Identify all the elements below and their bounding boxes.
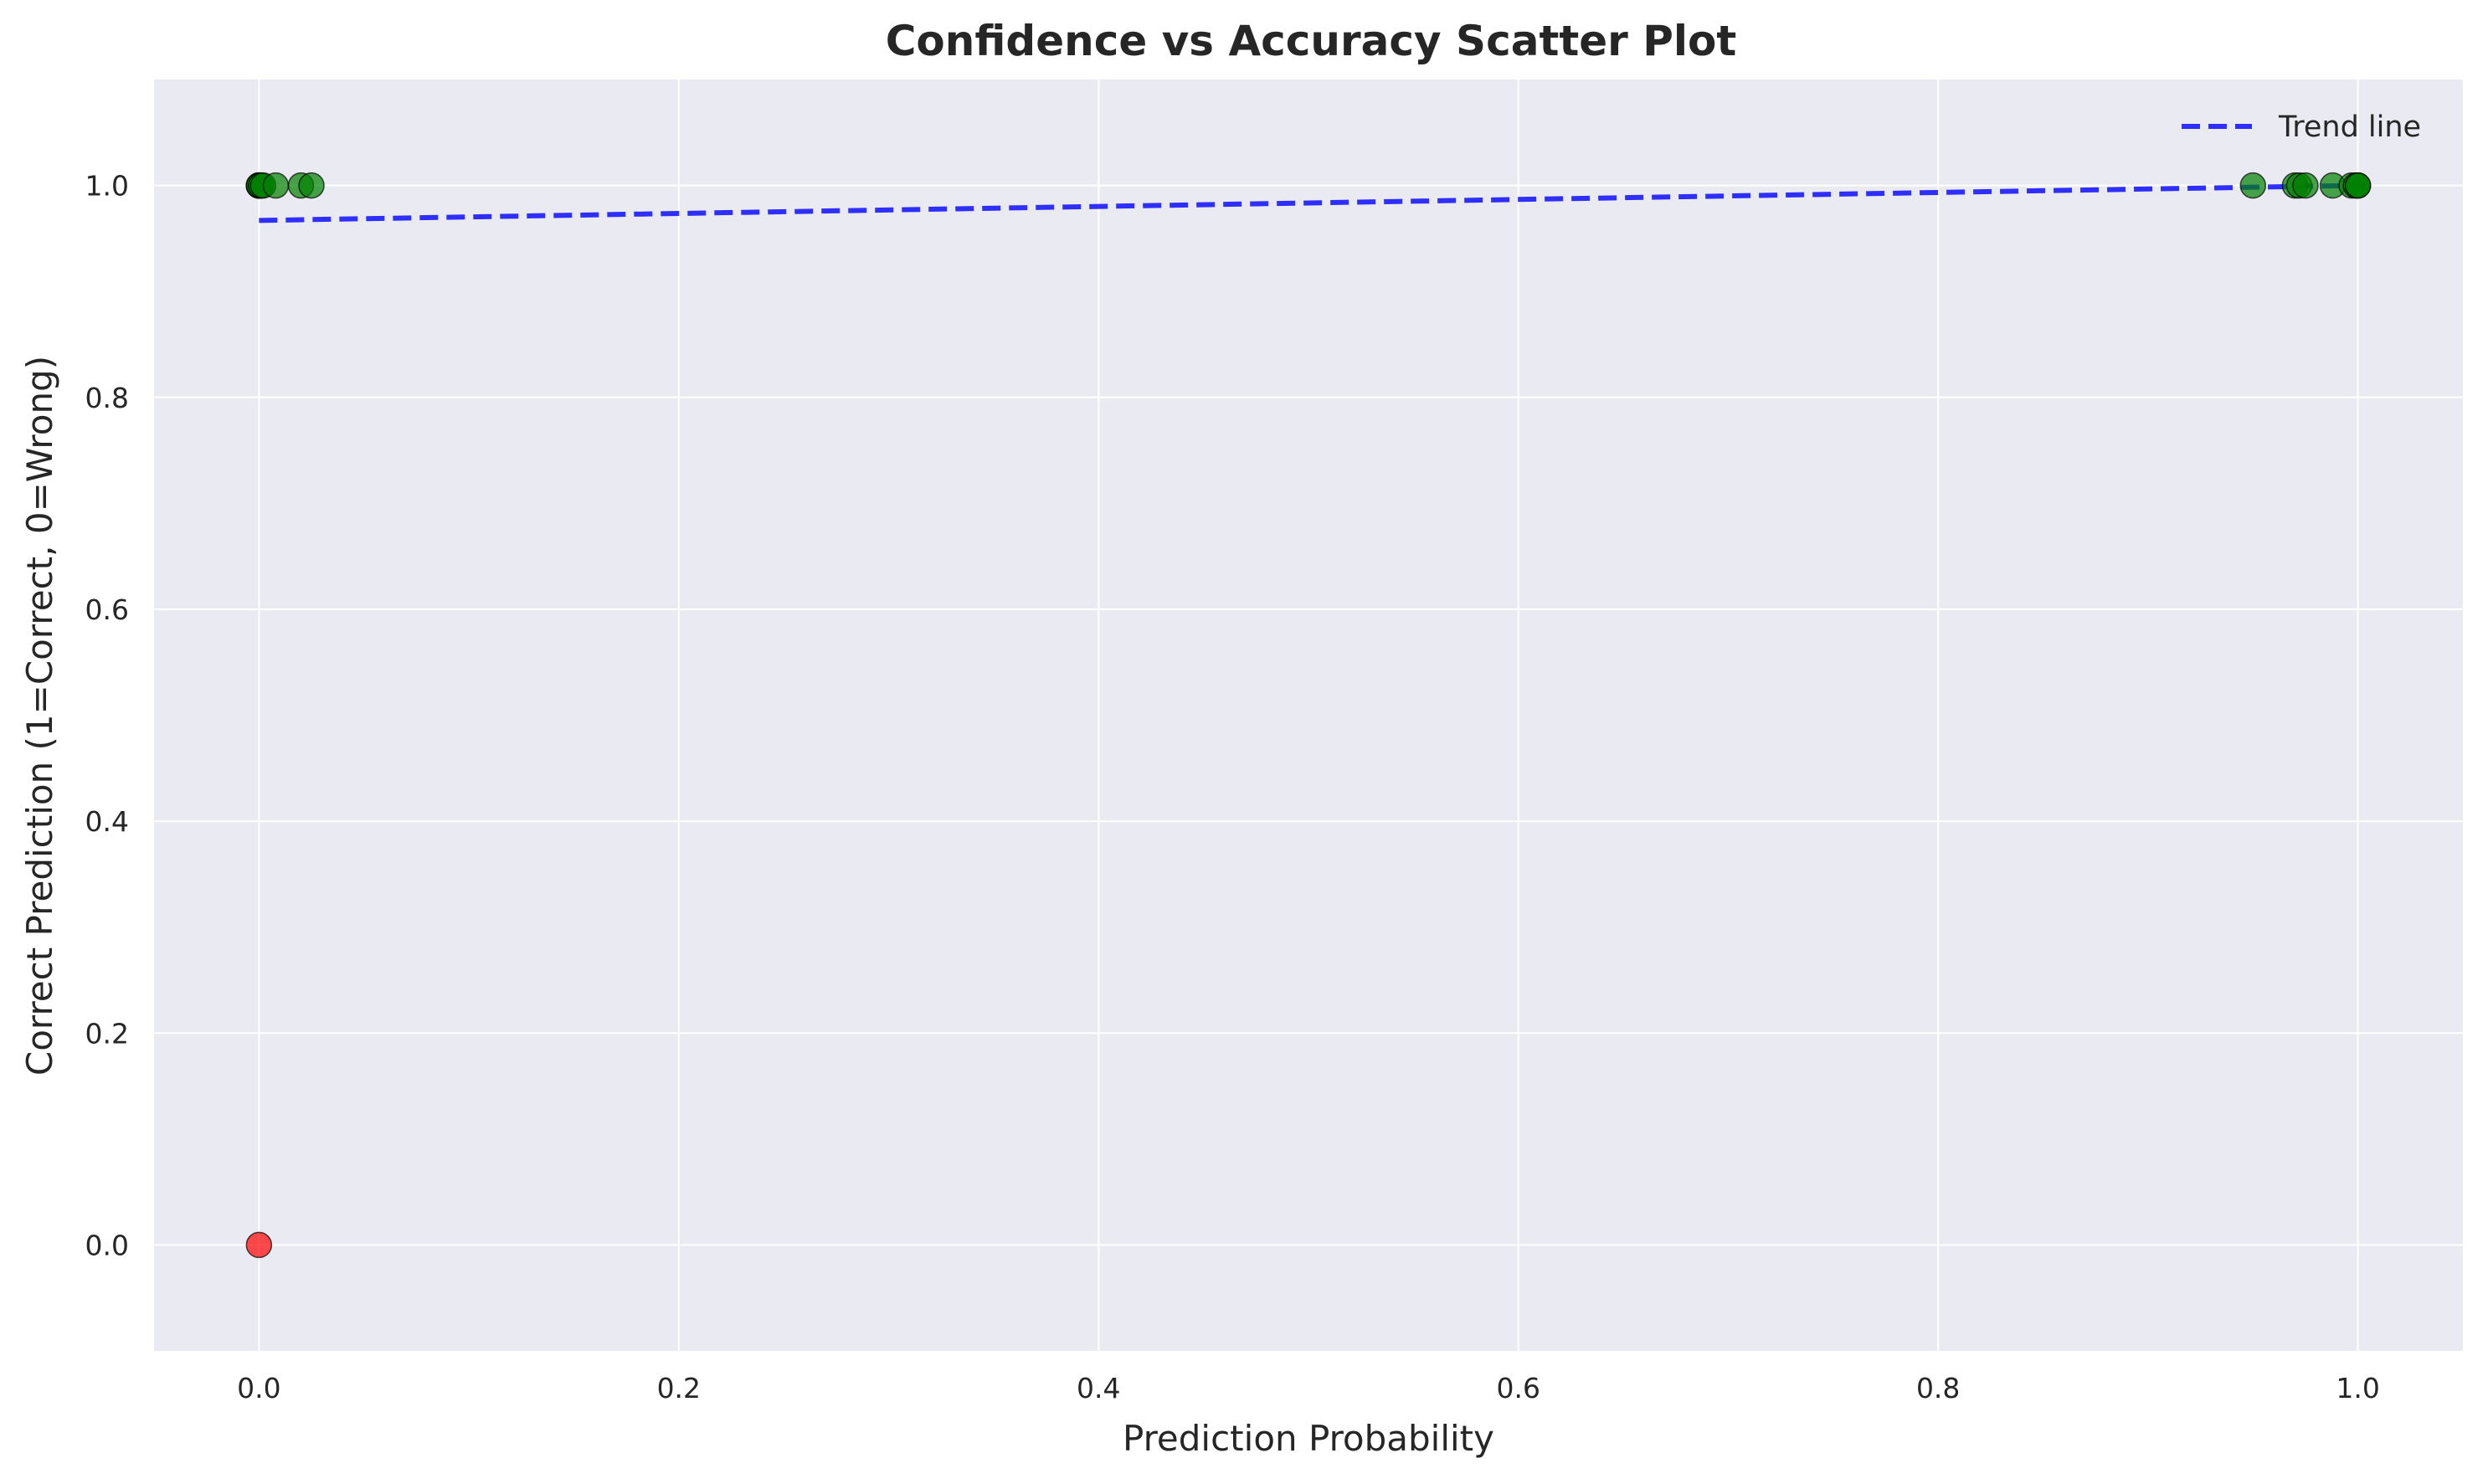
correct-point xyxy=(262,172,290,199)
y-axis-label: Correct Prediction (1=Correct, 0=Wrong) xyxy=(19,356,60,1076)
y-tick-label: 0.0 xyxy=(85,1229,129,1261)
legend: Trend line xyxy=(2182,110,2421,144)
correct-point xyxy=(298,172,325,199)
trend-line xyxy=(259,182,2358,223)
x-tick-label: 0.4 xyxy=(1077,1372,1120,1404)
y-tick-label: 0.4 xyxy=(85,805,129,838)
y-tick-label: 0.6 xyxy=(85,593,129,626)
y-tick-label: 0.2 xyxy=(85,1017,129,1050)
y-axis-ticks: 0.0 0.2 0.4 0.6 0.8 1.0 xyxy=(85,170,129,1262)
y-tick-label: 1.0 xyxy=(85,170,129,203)
x-tick-label: 1.0 xyxy=(2336,1372,2379,1404)
scatter-points xyxy=(245,172,2372,1259)
correct-point xyxy=(2344,172,2372,199)
correct-point xyxy=(2239,172,2267,199)
grid-lines xyxy=(154,80,2463,1351)
wrong-point xyxy=(245,1231,273,1259)
plot-area xyxy=(154,80,2463,1351)
chart-title: Confidence vs Accuracy Scatter Plot xyxy=(886,17,1737,65)
trend-line-layer xyxy=(259,182,2358,223)
x-tick-label: 0.8 xyxy=(1916,1372,1960,1404)
x-axis-ticks: 0.0 0.2 0.4 0.6 0.8 1.0 xyxy=(237,1372,2380,1404)
legend-trend-label: Trend line xyxy=(2278,110,2421,144)
x-tick-label: 0.2 xyxy=(657,1372,701,1404)
x-tick-label: 0.0 xyxy=(237,1372,280,1404)
x-tick-label: 0.6 xyxy=(1496,1372,1540,1404)
x-axis-label: Prediction Probability xyxy=(1123,1418,1494,1459)
correct-point xyxy=(2292,172,2319,199)
y-tick-label: 0.8 xyxy=(85,382,129,414)
